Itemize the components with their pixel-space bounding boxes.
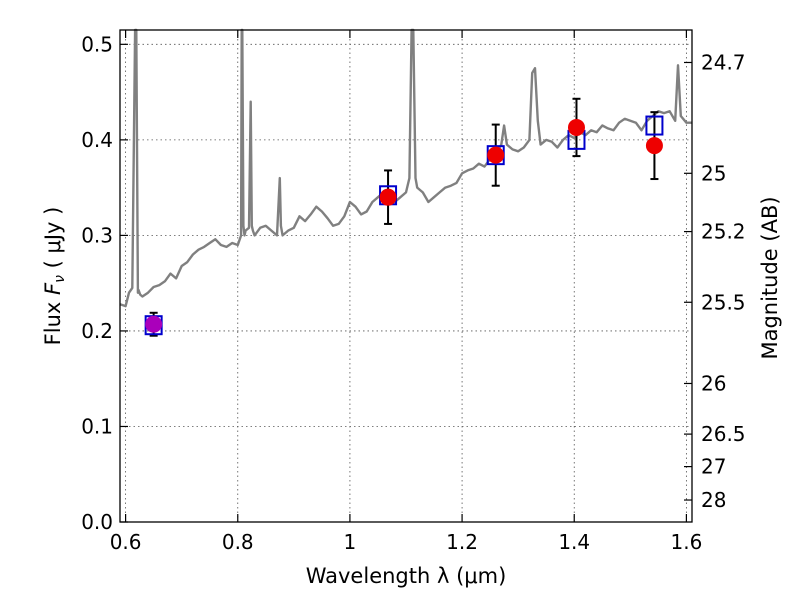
y2-tick-label: 25.5	[701, 290, 746, 314]
y2-tick-label: 24.7	[701, 50, 746, 74]
x-tick-label: 1.4	[558, 530, 590, 554]
x-axis-label: Wavelength λ (μm)	[306, 564, 507, 588]
y2-tick-label: 26	[701, 371, 726, 395]
y-tick-label: 0.4	[81, 128, 113, 152]
y-tick-label: 0.3	[81, 223, 113, 247]
y2-tick-label: 25.2	[701, 220, 746, 244]
y-tick-label: 0.0	[81, 510, 113, 534]
y2-tick-label: 28	[701, 488, 726, 512]
x-tick-label: 1.2	[446, 530, 478, 554]
observed-point	[645, 137, 663, 155]
observed-point	[567, 118, 585, 136]
spectrum-line	[119, 28, 692, 308]
grid-lines	[120, 30, 692, 523]
y-axis-label-sub: ν	[52, 275, 68, 283]
y2-tick-label: 25	[701, 161, 726, 185]
spectrum-layer	[119, 28, 692, 308]
observed-point	[145, 315, 163, 333]
x-tick-label: 1.6	[670, 530, 702, 554]
y2-tick-label: 26.5	[701, 422, 746, 446]
y2-tick-label: 27	[701, 455, 726, 479]
y-tick-label: 0.2	[81, 319, 113, 343]
x-tick-label: 0.6	[110, 530, 142, 554]
ticks-layer	[120, 30, 692, 523]
model-square	[645, 115, 664, 136]
y-axis-label-suffix: ( μJy )	[41, 207, 65, 275]
y-tick-label: 0.5	[81, 32, 113, 56]
y-axis-label-var: F	[41, 282, 65, 295]
observed-point	[487, 146, 505, 164]
x-tick-label: 1	[344, 530, 357, 554]
x-tick-label: 0.8	[222, 530, 254, 554]
y2-axis-label: Magnitude (AB)	[758, 196, 782, 359]
y-tick-label: 0.1	[81, 414, 113, 438]
plot-frame	[119, 29, 693, 523]
observed-point	[379, 188, 397, 206]
y-axis-label: Flux Fν ( μJy )	[41, 207, 68, 346]
markers-layer	[144, 97, 664, 337]
y-axis-label-prefix: Flux	[41, 295, 65, 345]
tick-labels-layer: 0.6 0.8 1 1.2 1.4 1.6 0.0 0.1 0.2 0.3 0.4 0.5 24.7 25…	[81, 32, 745, 554]
